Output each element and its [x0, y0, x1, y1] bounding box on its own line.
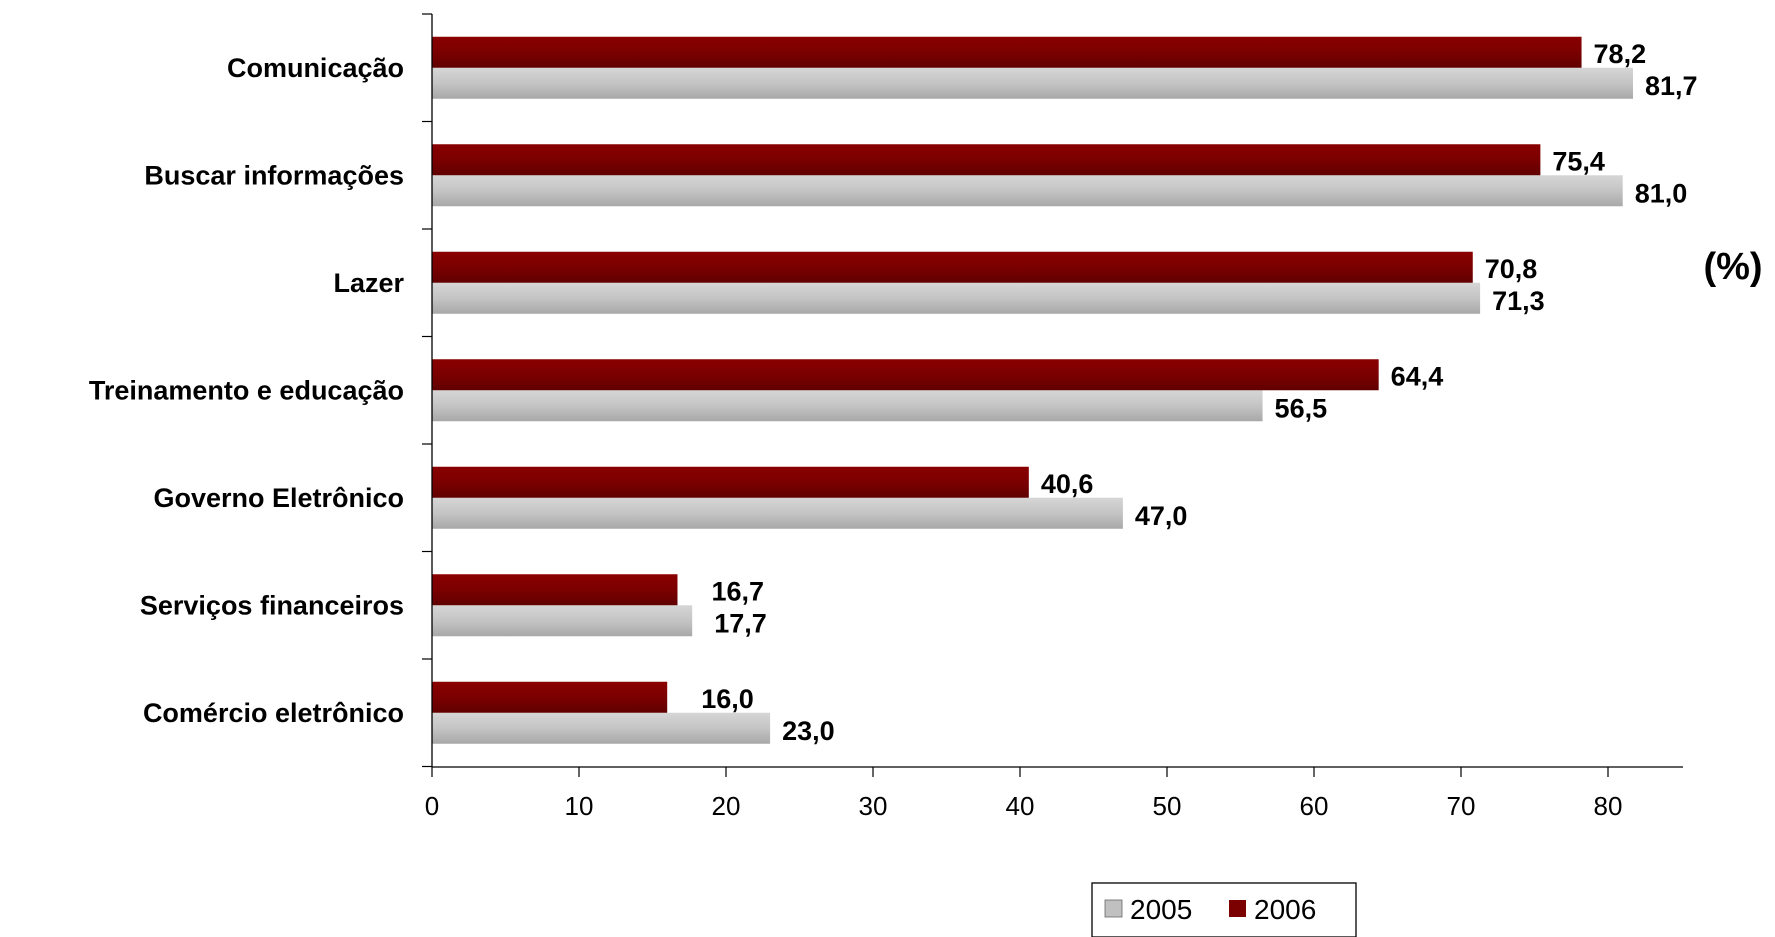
bar-2006	[432, 574, 678, 606]
category-label: Comunicação	[227, 53, 404, 83]
x-tick-label: 0	[425, 791, 439, 821]
legend-swatch-2006	[1229, 900, 1246, 917]
bar-2006	[432, 144, 1541, 176]
bar-2005	[432, 605, 693, 637]
bar-2005	[432, 497, 1123, 529]
legend-label-2005: 2005	[1130, 894, 1192, 925]
x-tick-label: 50	[1153, 791, 1182, 821]
value-label-2006: 78,2	[1594, 39, 1647, 69]
value-label-2006: 40,6	[1041, 469, 1094, 499]
bar-2005	[432, 67, 1633, 99]
value-label-2005: 81,7	[1645, 71, 1698, 101]
x-tick-label: 80	[1594, 791, 1623, 821]
legend-box	[1091, 882, 1357, 937]
x-tick-label: 10	[565, 791, 594, 821]
x-tick-label: 70	[1447, 791, 1476, 821]
bar-2006	[432, 36, 1582, 68]
value-label-2005: 17,7	[714, 608, 767, 638]
plot-area: Comunicação 78,281,7 Buscar informações 75,…	[89, 13, 1698, 821]
value-label-2005: 81,0	[1635, 178, 1688, 208]
legend: 2005 2006	[1091, 882, 1357, 937]
value-label-2006: 70,8	[1485, 254, 1538, 284]
x-tick-label: 30	[859, 791, 888, 821]
x-tick-label: 20	[712, 791, 741, 821]
category-label: Buscar informações	[144, 160, 404, 190]
bar-2005	[432, 712, 771, 744]
category-label: Treinamento e educação	[89, 375, 404, 405]
category-label: Governo Eletrônico	[153, 483, 404, 513]
bar-2005	[432, 175, 1623, 207]
x-tick-label: 60	[1300, 791, 1329, 821]
bar-2006	[432, 359, 1379, 391]
category-label: Comércio eletrônico	[143, 698, 404, 728]
bar-2006	[432, 251, 1473, 283]
category-label: Lazer	[333, 268, 404, 298]
value-label-2005: 56,5	[1275, 393, 1328, 423]
x-tick-label: 40	[1006, 791, 1035, 821]
legend-label-2006: 2006	[1254, 894, 1316, 925]
category-label: Serviços financeiros	[140, 590, 404, 620]
legend-swatch-2005	[1104, 899, 1123, 918]
value-label-2005: 23,0	[782, 716, 835, 746]
value-label-2006: 16,0	[701, 684, 754, 714]
bar-2005	[432, 390, 1263, 422]
bar-2005	[432, 282, 1481, 314]
value-label-2005: 71,3	[1492, 286, 1545, 316]
bar-2006	[432, 466, 1029, 498]
unit-label: (%)	[1703, 246, 1762, 288]
value-label-2006: 64,4	[1391, 361, 1444, 391]
bar-2006	[432, 681, 668, 713]
value-label-2006: 75,4	[1552, 146, 1605, 176]
value-label-2005: 47,0	[1135, 501, 1188, 531]
value-label-2006: 16,7	[711, 576, 764, 606]
